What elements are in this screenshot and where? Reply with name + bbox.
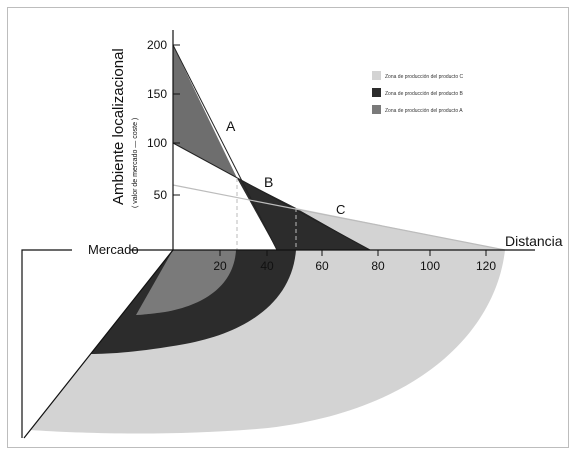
y-axis-title: Ambiente localizacional [110,48,127,205]
oblique-axis [23,249,174,439]
y-tick-label: 100 [147,136,167,150]
x-tick-marks [219,250,487,256]
rent-line-b [172,142,371,251]
legend-swatch-a [372,105,381,114]
rent-line-c [172,184,506,251]
legend: Zona de producción del producto C Zona d… [372,71,463,114]
zone-a-area [136,250,236,315]
curve-label-b: B [264,174,273,190]
market-axis-left [21,249,72,438]
curve-label-c: C [336,202,345,217]
x-tick-label: 60 [315,259,329,273]
x-tick-label: 20 [213,259,227,273]
rent-curve-a-area [173,45,237,178]
x-axis-title: Distancia [505,233,563,249]
legend-label-b: Zona de producción del producto B [385,91,463,97]
curve-label-a: A [226,118,236,134]
y-tick-marks [173,44,180,196]
x-tick-label: 40 [260,259,274,273]
legend-label-c: Zona de producción del producto C [385,74,463,80]
x-tick-label: 120 [476,259,496,273]
legend-swatch-c [372,71,381,80]
x-tick-label: 80 [371,259,385,273]
y-tick-label: 150 [147,87,167,101]
legend-swatch-b [372,88,381,97]
y-tick-label: 50 [154,188,168,202]
y-axis-subtitle: ( valor de mercado — coste ) [132,118,139,208]
x-tick-label: 100 [420,259,440,273]
rent-line-a [172,44,278,251]
legend-label-a: Zona de producción del producto A [385,108,463,114]
y-tick-label: 200 [147,38,167,52]
market-label: Mercado [88,242,139,257]
